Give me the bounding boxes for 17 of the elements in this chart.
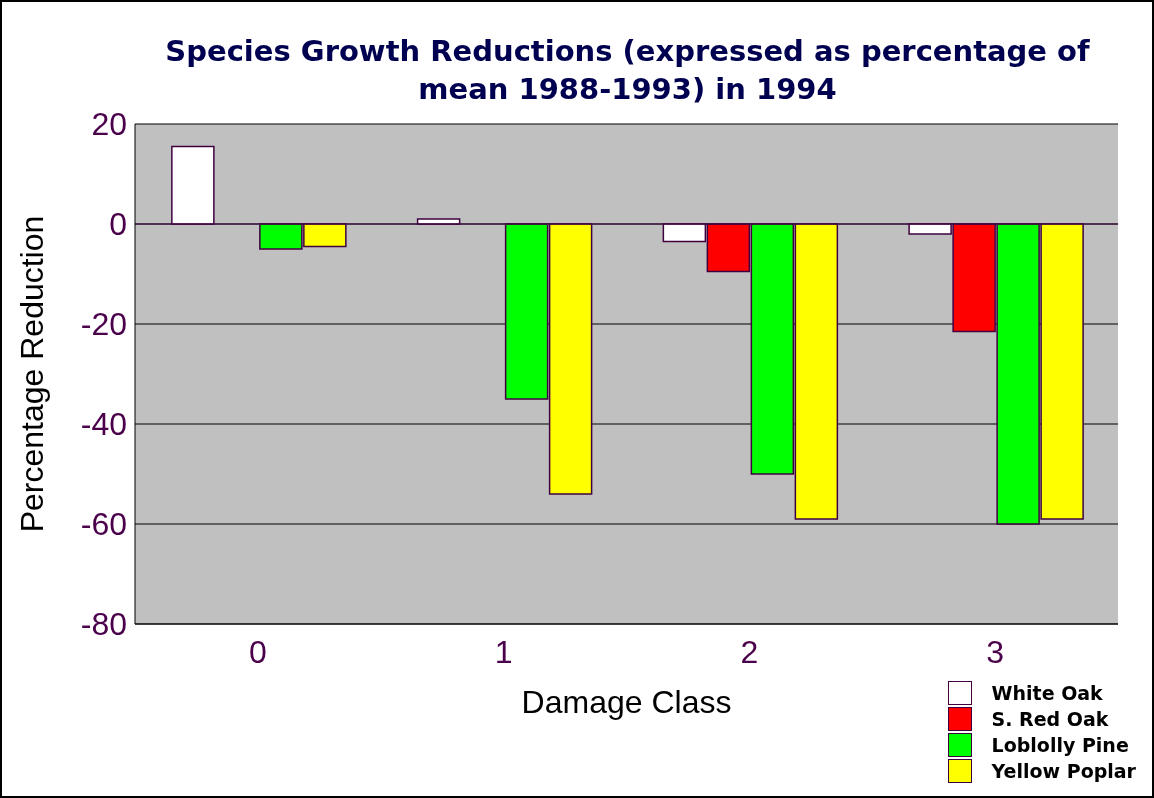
y-tick-label: -40 (80, 406, 127, 443)
legend-label: S. Red Oak (991, 708, 1109, 730)
legend-label: Yellow Poplar (991, 760, 1136, 782)
legend-label: White Oak (991, 682, 1103, 704)
x-tick-label: 3 (986, 633, 1005, 670)
x-tick-label: 2 (740, 633, 759, 670)
x-tick-label: 1 (494, 633, 513, 670)
y-tick-label: 0 (109, 206, 127, 243)
chart-title: Species Growth Reductions (expressed as percentage of mean 1988-1993) in 1994 (164, 33, 1091, 108)
y-tick-label: -20 (80, 306, 127, 343)
y-axis-title: Percentage Reduction (14, 215, 51, 533)
y-tick-label: -80 (80, 606, 127, 643)
legend-label: Loblolly Pine (991, 734, 1129, 756)
y-tick-label: 20 (91, 106, 127, 143)
x-tick-label: 0 (248, 633, 267, 670)
x-axis-title: Damage Class (521, 683, 732, 720)
y-tick-label: -60 (80, 506, 127, 543)
